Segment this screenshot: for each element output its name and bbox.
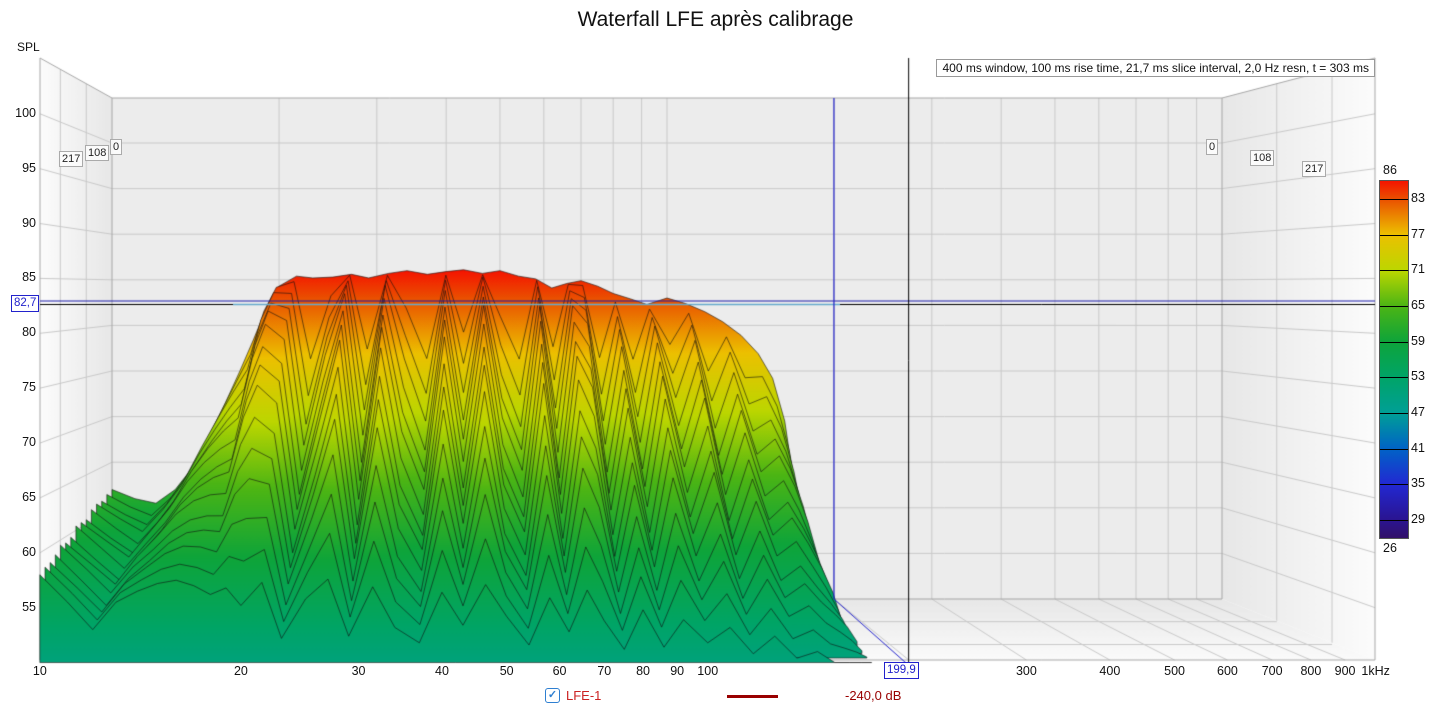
cursor-spl-readout: 82,7	[11, 295, 40, 312]
colorbar-separator	[1380, 234, 1408, 236]
x-tick-label: 800	[1300, 664, 1322, 678]
colorbar-separator	[1380, 341, 1408, 343]
colorbar-tick-label: 47	[1411, 405, 1425, 420]
colorbar-separator	[1380, 377, 1408, 379]
x-tick-label: 60	[552, 664, 567, 678]
y-tick-label: 70	[22, 435, 36, 450]
time-tick-label-left: 108	[85, 145, 110, 161]
x-tick-label: 30	[351, 664, 366, 678]
colorbar-separator	[1380, 305, 1408, 307]
x-tick-label: 80	[636, 664, 650, 678]
x-tick-label: 40	[435, 664, 449, 678]
colorbar-separator	[1380, 484, 1408, 486]
time-tick-label-right: 217	[1302, 161, 1327, 177]
colorbar-separator	[1380, 270, 1408, 272]
colorbar-tick-label: 29	[1411, 512, 1425, 527]
y-tick-label: 75	[22, 380, 36, 395]
colorbar-separator	[1380, 198, 1408, 200]
y-tick-label: 65	[22, 489, 36, 504]
x-tick-label: 100	[697, 664, 719, 678]
colorbar-gradient	[1379, 180, 1409, 539]
time-tick-label-right: 108	[1250, 150, 1275, 166]
x-tick-label: 70	[597, 664, 612, 678]
x-tick-label: 700	[1261, 664, 1283, 678]
colorbar-min-label: 26	[1383, 541, 1397, 555]
y-axis-unit-label: SPL	[17, 40, 40, 54]
trace-level-readout: -240,0 dB	[845, 688, 902, 703]
x-tick-label: 300	[1015, 664, 1037, 678]
x-tick-label: 90	[670, 664, 685, 678]
trace-color-sample	[727, 695, 778, 698]
colorbar-separator	[1380, 448, 1408, 450]
y-tick-label: 90	[22, 215, 36, 230]
colorbar-tick-label: 53	[1411, 369, 1425, 384]
colorbar-tick-label: 65	[1411, 297, 1425, 312]
colorbar-tick-label: 71	[1411, 262, 1425, 277]
y-tick-label: 95	[22, 160, 36, 175]
x-tick-label: 600	[1217, 664, 1238, 678]
y-tick-label: 100	[15, 105, 36, 120]
x-tick-label: 500	[1164, 664, 1185, 678]
x-tick-label: 400	[1099, 664, 1121, 678]
cursor-frequency-readout: 199,9	[884, 662, 919, 679]
y-tick-label: 80	[22, 325, 36, 340]
y-tick-label: 55	[22, 599, 36, 614]
y-tick-label: 85	[22, 270, 36, 285]
colorbar-tick-label: 83	[1411, 190, 1425, 205]
time-tick-label-left: 0	[110, 139, 123, 155]
colorbar-tick-label: 41	[1411, 440, 1425, 455]
measurement-info-box: 400 ms window, 100 ms rise time, 21,7 ms…	[936, 59, 1375, 77]
colorbar-tick-label: 77	[1411, 226, 1425, 241]
time-tick-label-right: 0	[1206, 139, 1219, 155]
x-tick-label: 1kHz	[1361, 664, 1390, 678]
colorbar-tick-label: 35	[1411, 476, 1425, 491]
x-tick-label: 10	[32, 664, 47, 678]
page-title: Waterfall LFE après calibrage	[577, 8, 854, 31]
time-tick-label-left: 217	[59, 151, 84, 167]
x-tick-label: 50	[499, 664, 514, 678]
colorbar-tick-label: 59	[1411, 333, 1425, 348]
y-tick-label: 60	[22, 544, 36, 559]
colorbar-separator	[1380, 413, 1408, 415]
trace-checkbox[interactable]: ✓	[545, 688, 560, 703]
colorbar-separator	[1380, 520, 1408, 522]
colorbar-max-label: 86	[1383, 163, 1397, 177]
x-tick-label: 20	[233, 664, 248, 678]
trace-name-label[interactable]: LFE-1	[566, 688, 602, 703]
x-tick-label: 900	[1334, 664, 1356, 678]
